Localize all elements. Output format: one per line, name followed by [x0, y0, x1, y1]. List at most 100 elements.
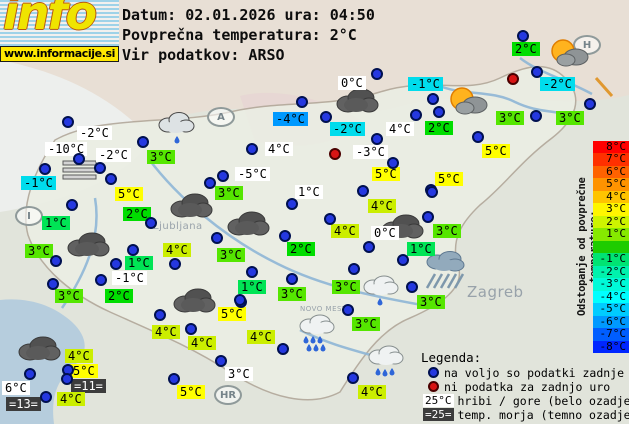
station-dot-online	[427, 93, 439, 105]
temperature-label: 0°C	[338, 76, 366, 90]
city-label: NOVO MESTO	[300, 305, 353, 313]
site-logo[interactable]: info www.informacije.si	[0, 0, 119, 62]
station-dot-online	[137, 136, 149, 148]
station-dot-online	[169, 258, 181, 270]
city-label: Zagreb	[467, 283, 524, 301]
station-dot-online	[363, 241, 375, 253]
station-dot-online	[168, 373, 180, 385]
temperature-label: 2°C	[287, 242, 315, 256]
temperature-label: -1°C	[408, 77, 443, 91]
legend-row: 25°C hribi / gore (belo ozadje)	[421, 394, 629, 408]
temperature-label: 3°C	[417, 295, 445, 309]
station-dot-online	[66, 199, 78, 211]
station-dot-online	[127, 244, 139, 256]
station-dot-online	[397, 254, 409, 266]
temperature-label: 3°C	[225, 367, 253, 381]
dark-cloud-icon	[168, 191, 214, 223]
station-dot-online	[110, 258, 122, 270]
scale-segment: -3°C	[593, 277, 629, 291]
station-dot-online	[296, 96, 308, 108]
station-dot-online	[347, 372, 359, 384]
temperature-label: 4°C	[65, 349, 93, 363]
temperature-label: 4°C	[265, 142, 293, 156]
temperature-label: 4°C	[57, 392, 85, 406]
station-dot-online	[24, 368, 36, 380]
temperature-label: 3°C	[215, 186, 243, 200]
temperature-label: 5°C	[218, 307, 246, 321]
station-dot-online	[422, 211, 434, 223]
station-dot-online	[410, 109, 422, 121]
temperature-label: 3°C	[55, 289, 83, 303]
legend-red-dot-icon	[428, 381, 439, 392]
station-dot-online	[95, 274, 107, 286]
station-dot-online	[286, 273, 298, 285]
station-dot-online	[348, 263, 360, 275]
scale-segment: 8°C	[593, 140, 629, 154]
station-dot-online	[433, 106, 445, 118]
scale-segment: 2°C	[593, 215, 629, 229]
scale-segment: -1°C	[593, 252, 629, 266]
station-dot-stale	[507, 73, 519, 85]
temperature-label: 4°C	[163, 243, 191, 257]
logo-url[interactable]: www.informacije.si	[0, 46, 119, 62]
station-dot-online	[371, 133, 383, 145]
temperature-label: 5°C	[435, 172, 463, 186]
temperature-label: -5°C	[235, 167, 270, 181]
temperature-label: 5°C	[482, 144, 510, 158]
legend-mountain-chip: 25°C	[423, 394, 454, 407]
temperature-label: 4°C	[331, 224, 359, 238]
station-dot-online	[342, 304, 354, 316]
scale-segment: 3°C	[593, 202, 629, 216]
station-dot-online	[472, 131, 484, 143]
legend-item-text: na voljo so podatki zadnje ure	[444, 365, 629, 380]
sun-cloud-icon	[442, 86, 490, 120]
legend: Legenda: na voljo so podatki zadnje uren…	[421, 351, 629, 422]
temperature-label: 0°C	[371, 226, 399, 240]
temperature-label: 1°C	[295, 185, 323, 199]
scale-segment: -7°C	[593, 327, 629, 341]
temperature-label: 3°C	[332, 280, 360, 294]
station-dot-online	[204, 177, 216, 189]
temperature-label: 3°C	[556, 111, 584, 125]
station-dot-online	[406, 281, 418, 293]
station-dot-online	[517, 30, 529, 42]
legend-item-text: ni podatka za zadnjo uro	[444, 379, 611, 394]
logo-stripes	[0, 0, 119, 47]
legend-row: na voljo so podatki zadnje ure	[421, 365, 629, 380]
country-mark-hr: HR	[214, 385, 242, 405]
drizzle-cloud3-icon	[364, 344, 406, 384]
drizzle-cloud6-icon	[295, 313, 337, 359]
temperature-label: -2°C	[330, 122, 365, 136]
dark-cloud-icon	[16, 334, 62, 366]
station-dot-online	[426, 186, 438, 198]
dark-cloud-icon	[65, 230, 111, 262]
temperature-label: 3°C	[352, 317, 380, 331]
temperature-label: 2°C	[123, 207, 151, 221]
station-dot-online	[211, 232, 223, 244]
temperature-label: 2°C	[425, 121, 453, 135]
scale-segment: 7°C	[593, 153, 629, 166]
temperature-label: 6°C	[2, 381, 30, 395]
temperature-label: 2°C	[512, 42, 540, 56]
scale-segment: -6°C	[593, 315, 629, 329]
header: Datum: 02.01.2026 ura: 04:50 Povprečna t…	[122, 5, 375, 65]
scale-segment: -5°C	[593, 302, 629, 316]
scale-segment: 5°C	[593, 178, 629, 191]
station-dot-online	[62, 116, 74, 128]
legend-row: ni podatka za zadnjo uro	[421, 379, 629, 394]
temperature-label: 4°C	[152, 325, 180, 339]
legend-row: =25= temp. morja (temno ozadje)	[421, 408, 629, 422]
temperature-label: 4°C	[188, 336, 216, 350]
temperature-label: -2°C	[77, 126, 112, 140]
temperature-label: 4°C	[358, 385, 386, 399]
legend-sea-chip: =25=	[423, 408, 454, 421]
temperature-label: 1°C	[238, 280, 266, 294]
station-dot-online	[40, 391, 52, 403]
station-dot-online	[73, 153, 85, 165]
station-dot-online	[47, 278, 59, 290]
temperature-label: 3°C	[25, 244, 53, 258]
station-dot-online	[371, 68, 383, 80]
